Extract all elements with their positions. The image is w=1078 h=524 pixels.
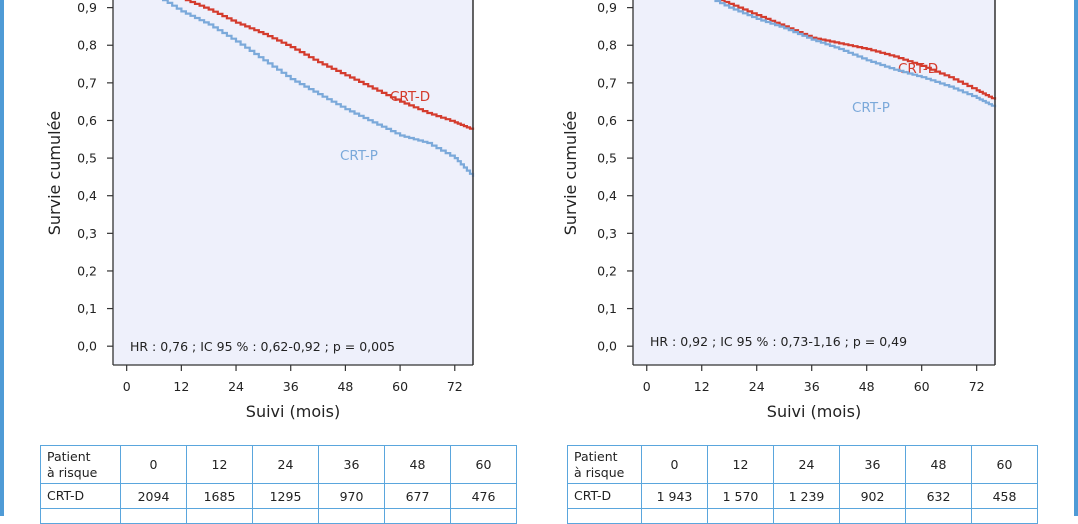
y-tick-label: 0,0 — [597, 339, 617, 354]
risk-cell: 1685 — [186, 483, 253, 509]
y-tick-label: 0,6 — [77, 113, 97, 128]
risk-table-header-row: Patient à risque 0 12 24 36 48 60 — [567, 445, 1038, 484]
y-tick-label: 0,1 — [77, 301, 97, 316]
x-tick-label: 36 — [283, 379, 299, 394]
risk-col-header: 12 — [186, 445, 253, 484]
y-tick-label: 0,0 — [77, 339, 97, 354]
x-tick-label: 24 — [228, 379, 244, 394]
x-tick-label: 60 — [914, 379, 930, 394]
y-tick-label: 0,7 — [597, 75, 617, 90]
series-label-crt-p: CRT-P — [340, 148, 378, 164]
risk-row-label: CRT-D — [40, 483, 121, 509]
y-tick-label: 0,6 — [597, 113, 617, 128]
risk-cell: 970 — [318, 483, 385, 509]
page-frame-left — [0, 0, 4, 516]
risk-header-label: Patient à risque — [567, 445, 642, 484]
x-tick-label: 24 — [749, 379, 765, 394]
plot-area — [113, 0, 473, 365]
risk-table-row: CRT-D 2094 1685 1295 970 677 476 — [40, 483, 517, 509]
x-tick-label: 12 — [173, 379, 189, 394]
risk-cell: 1295 — [252, 483, 319, 509]
y-tick-label: 0,3 — [597, 226, 617, 241]
risk-table-left: Patient à risque 0 12 24 36 48 60 CRT-D … — [40, 445, 517, 524]
y-tick-label: 0,8 — [77, 38, 97, 53]
x-tick-label: 72 — [447, 379, 463, 394]
risk-col-header: 12 — [707, 445, 774, 484]
risk-cell: 476 — [450, 483, 517, 509]
y-tick-label: 0,5 — [597, 151, 617, 166]
y-tick-label: 0,4 — [597, 188, 617, 203]
x-tick-label: 48 — [337, 379, 353, 394]
y-tick-label: 0,1 — [597, 301, 617, 316]
series-line-crt-p — [714, 0, 997, 108]
y-tick-label: 0,7 — [77, 75, 97, 90]
x-tick-label: 12 — [694, 379, 710, 394]
y-tick-label: 0,2 — [597, 263, 617, 278]
x-axis-label: Suivi (mois) — [246, 402, 340, 421]
risk-col-header: 48 — [905, 445, 972, 484]
page-frame-right — [1074, 0, 1078, 516]
series-label-crt-d: CRT-D — [390, 89, 430, 105]
series-line-crt-d — [184, 0, 475, 130]
risk-cell: 458 — [971, 483, 1038, 509]
risk-col-header: 36 — [318, 445, 385, 484]
risk-cell: 677 — [384, 483, 451, 509]
risk-cell: 1 943 — [641, 483, 708, 509]
risk-table-header-row: Patient à risque 0 12 24 36 48 60 — [40, 445, 517, 484]
y-tick-label: 0,2 — [77, 263, 97, 278]
risk-table-row-cut — [40, 508, 517, 524]
risk-row-label: CRT-D — [567, 483, 642, 509]
risk-table-row: CRT-D 1 943 1 570 1 239 902 632 458 — [567, 483, 1038, 509]
y-tick-label: 0,8 — [597, 38, 617, 53]
risk-cell: 902 — [839, 483, 906, 509]
risk-cell: 1 239 — [773, 483, 840, 509]
y-tick-label: 0,5 — [77, 151, 97, 166]
x-tick-label: 0 — [123, 379, 131, 394]
x-tick-label: 48 — [859, 379, 875, 394]
series-line-crt-p — [162, 0, 475, 177]
x-tick-label: 36 — [804, 379, 820, 394]
risk-col-header: 24 — [773, 445, 840, 484]
risk-col-header: 0 — [641, 445, 708, 484]
risk-col-header: 0 — [120, 445, 187, 484]
risk-table-row-cut — [567, 508, 1038, 524]
risk-cell: 632 — [905, 483, 972, 509]
x-axis-label: Suivi (mois) — [767, 402, 861, 421]
risk-cell: 1 570 — [707, 483, 774, 509]
survival-chart-left: 0,00,10,20,30,40,50,60,70,80,91,00122436… — [45, 0, 475, 421]
y-axis-label: Survie cumulée — [561, 111, 580, 236]
x-tick-label: 0 — [643, 379, 651, 394]
x-tick-label: 60 — [392, 379, 408, 394]
risk-table-right: Patient à risque 0 12 24 36 48 60 CRT-D … — [567, 445, 1038, 524]
risk-col-header: 60 — [450, 445, 517, 484]
hazard-ratio-annotation: HR : 0,92 ; IC 95 % : 0,73-1,16 ; p = 0,… — [650, 334, 907, 349]
risk-col-header: 36 — [839, 445, 906, 484]
series-label-crt-p: CRT-P — [852, 100, 890, 116]
risk-col-header: 24 — [252, 445, 319, 484]
plot-area — [633, 0, 995, 365]
hazard-ratio-annotation: HR : 0,76 ; IC 95 % : 0,62-0,92 ; p = 0,… — [130, 339, 395, 354]
y-tick-label: 0,3 — [77, 226, 97, 241]
y-tick-label: 0,4 — [77, 188, 97, 203]
x-tick-label: 72 — [969, 379, 985, 394]
y-axis-label: Survie cumulée — [45, 111, 64, 236]
risk-header-label: Patient à risque — [40, 445, 121, 484]
y-tick-label: 0,9 — [597, 0, 617, 15]
risk-col-header: 60 — [971, 445, 1038, 484]
survival-chart-right: 0,00,10,20,30,40,50,60,70,80,91,00122436… — [561, 0, 997, 421]
y-tick-label: 0,9 — [77, 0, 97, 15]
risk-col-header: 48 — [384, 445, 451, 484]
risk-cell: 2094 — [120, 483, 187, 509]
